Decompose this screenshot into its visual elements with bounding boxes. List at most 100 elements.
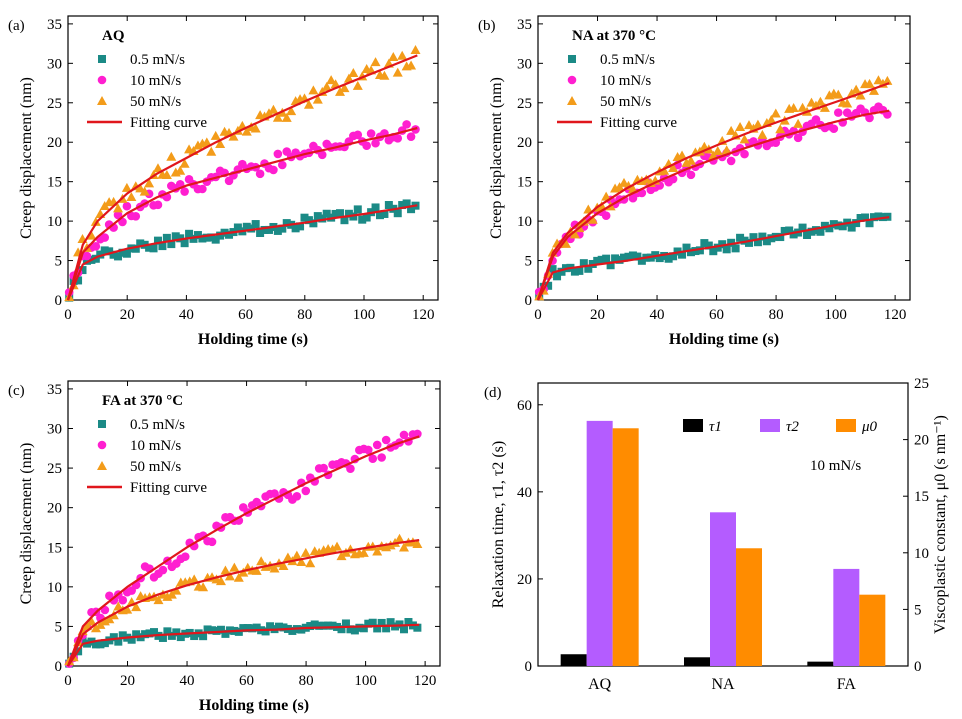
data-point bbox=[372, 440, 382, 450]
x-tick-label: 60 bbox=[238, 307, 253, 323]
data-point bbox=[282, 219, 291, 228]
data-point bbox=[100, 246, 109, 255]
panel-label: (c) bbox=[8, 383, 25, 399]
data-point bbox=[171, 585, 182, 595]
data-point bbox=[166, 151, 177, 161]
data-point bbox=[162, 233, 171, 242]
legend-marker bbox=[97, 440, 107, 450]
data-point bbox=[377, 453, 386, 462]
data-point bbox=[264, 225, 273, 234]
data-point bbox=[726, 125, 737, 135]
data-point bbox=[131, 602, 142, 612]
data-point bbox=[304, 216, 313, 225]
y-axis-label: Creep displacement (nm) bbox=[18, 77, 35, 239]
data-point bbox=[319, 621, 328, 630]
data-point bbox=[388, 51, 399, 61]
legend-label: τ2 bbox=[786, 419, 799, 435]
data-point bbox=[313, 212, 322, 221]
data-point bbox=[352, 80, 363, 90]
data-point bbox=[328, 621, 337, 630]
data-point bbox=[838, 222, 847, 231]
data-point bbox=[402, 120, 411, 129]
data-point bbox=[282, 552, 293, 562]
legend-marker bbox=[98, 55, 106, 63]
data-point bbox=[238, 567, 249, 577]
data-point bbox=[185, 229, 194, 238]
data-point bbox=[109, 633, 118, 642]
y-tick-label: 10 bbox=[47, 214, 62, 230]
data-point bbox=[198, 582, 209, 592]
data-point bbox=[597, 255, 606, 264]
data-point bbox=[105, 247, 114, 256]
data-point bbox=[743, 120, 754, 130]
data-point bbox=[291, 550, 302, 560]
series-50-mn-s bbox=[534, 75, 893, 301]
data-point bbox=[86, 616, 97, 626]
data-point bbox=[700, 239, 709, 248]
panel-label: (a) bbox=[8, 18, 25, 34]
x-tick-label: 100 bbox=[824, 307, 847, 323]
data-point bbox=[300, 547, 311, 557]
data-point bbox=[628, 251, 637, 260]
y-tick-label: 5 bbox=[525, 254, 533, 270]
data-point bbox=[842, 98, 853, 108]
data-point bbox=[153, 595, 164, 605]
plot-frame bbox=[67, 380, 441, 667]
data-point bbox=[819, 102, 830, 112]
y-tick-label: 35 bbox=[517, 17, 532, 33]
legend-marker bbox=[568, 55, 576, 63]
data-point bbox=[296, 557, 307, 567]
bar-μ0 bbox=[736, 548, 762, 666]
data-point bbox=[829, 220, 838, 229]
data-point bbox=[569, 229, 580, 239]
data-point bbox=[152, 163, 163, 173]
data-point bbox=[153, 200, 163, 210]
data-point bbox=[399, 625, 408, 634]
data-point bbox=[158, 242, 167, 251]
data-point bbox=[145, 629, 154, 638]
data-point bbox=[331, 209, 340, 218]
data-point bbox=[348, 68, 359, 78]
y-axis-label: Creep displacement (nm) bbox=[18, 443, 35, 605]
data-point bbox=[346, 625, 355, 634]
data-point bbox=[757, 129, 768, 139]
data-point bbox=[278, 160, 287, 170]
x-tick-label: 60 bbox=[709, 307, 724, 323]
legend-label: Fitting curve bbox=[600, 115, 677, 131]
y-tick-label: 15 bbox=[47, 540, 62, 556]
data-point bbox=[180, 552, 190, 561]
data-point bbox=[180, 187, 189, 196]
data-point bbox=[602, 254, 611, 263]
data-point bbox=[278, 224, 287, 233]
data-point bbox=[861, 213, 870, 222]
data-point bbox=[740, 236, 749, 245]
x-tick-label: 80 bbox=[299, 673, 314, 689]
data-point bbox=[588, 259, 597, 268]
data-point bbox=[82, 256, 91, 265]
data-point bbox=[326, 75, 337, 85]
data-point bbox=[865, 219, 874, 228]
x-tick-label: 100 bbox=[354, 673, 377, 689]
data-point bbox=[113, 601, 124, 611]
y-tick-label: 40 bbox=[517, 485, 532, 501]
data-point bbox=[308, 85, 319, 95]
y-tick-label: 15 bbox=[517, 175, 532, 191]
data-point bbox=[162, 591, 173, 601]
legend-marker bbox=[567, 75, 577, 85]
data-point bbox=[753, 238, 762, 247]
data-point bbox=[255, 169, 265, 179]
data-point bbox=[349, 212, 358, 221]
data-point bbox=[199, 632, 208, 641]
y-tick-label: 30 bbox=[517, 56, 532, 72]
data-point bbox=[575, 266, 584, 275]
data-point bbox=[664, 254, 673, 263]
data-point bbox=[189, 574, 200, 584]
legend-label: 10 mN/s bbox=[600, 73, 651, 89]
data-point bbox=[233, 223, 242, 232]
x-tick-label: AQ bbox=[588, 676, 612, 693]
data-point bbox=[807, 227, 816, 236]
data-point bbox=[291, 224, 300, 233]
data-point bbox=[767, 234, 776, 243]
data-point bbox=[739, 134, 750, 144]
